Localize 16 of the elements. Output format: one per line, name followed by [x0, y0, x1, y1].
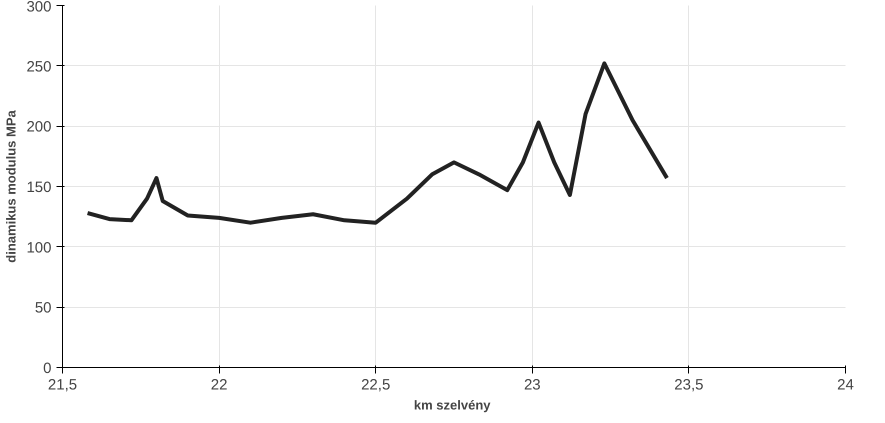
y-tick-label: 150 — [26, 179, 52, 196]
y-tick-label: 250 — [26, 58, 52, 76]
y-tick-label: 50 — [34, 300, 52, 317]
x-tick-label: 22 — [210, 376, 228, 394]
y-tick-label: 200 — [26, 118, 52, 136]
x-tick-label: 23 — [524, 376, 541, 394]
x-tick-label: 23,5 — [674, 376, 704, 394]
x-tick-label: 21,5 — [48, 376, 78, 394]
y-tick-label: 100 — [26, 239, 52, 256]
x-tick-label: 24 — [837, 376, 854, 394]
line-series — [86, 61, 669, 225]
y-axis-title: dinamikus modulus MPa — [3, 110, 18, 263]
y-tick-label: 300 — [26, 0, 52, 16]
x-axis-title: km szelvény — [414, 398, 492, 412]
x-tick-label: 22,5 — [361, 376, 390, 394]
y-tick-label: 0 — [43, 360, 52, 377]
